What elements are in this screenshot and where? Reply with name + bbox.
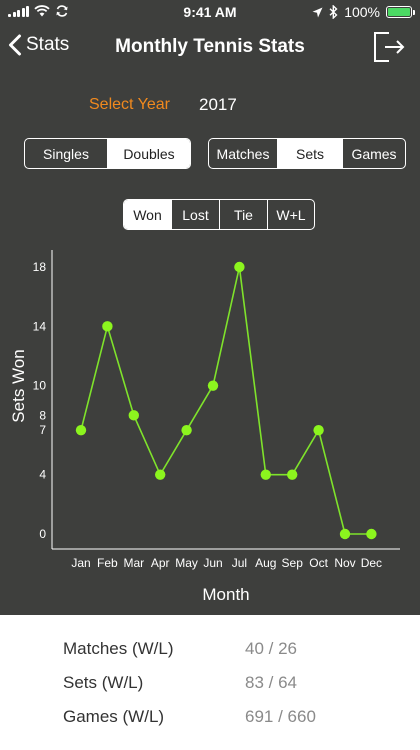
data-point [234, 261, 245, 273]
y-tick-label: 7 [39, 423, 46, 437]
summary-panel: Matches (W/L) 40 / 26 Sets (W/L) 83 / 64… [0, 615, 420, 750]
location-arrow-icon [312, 7, 323, 17]
segment-matches[interactable]: Matches [216, 145, 270, 162]
back-button-label: Stats [26, 34, 70, 55]
summary-row-sets: Sets (W/L) 83 / 64 [0, 673, 420, 703]
y-tick-label: 14 [33, 319, 47, 333]
x-tick-label: Jan [71, 556, 90, 570]
export-icon [374, 32, 405, 62]
data-point [260, 469, 271, 480]
segment-tie[interactable]: Tie [219, 200, 267, 229]
summary-value: 83 / 64 [245, 673, 297, 692]
y-tick-label: 4 [39, 468, 46, 482]
year-value[interactable]: 2017 [199, 95, 237, 114]
x-tick-label: Feb [97, 556, 118, 570]
series-line [80, 266, 372, 535]
x-tick-label: Apr [151, 556, 170, 570]
y-axis-label: Sets Won [9, 349, 28, 422]
summary-value: 691 / 660 [245, 707, 316, 726]
signal-icon [8, 5, 29, 17]
data-point [102, 321, 113, 332]
data-point [313, 424, 324, 436]
segment-win-plus-loss[interactable]: W+L [267, 200, 314, 229]
chevron-left-icon [9, 34, 21, 56]
data-point [181, 424, 192, 436]
summary-label: Games (W/L) [63, 707, 165, 726]
wifi-icon [34, 5, 50, 17]
nav-bar: Stats Monthly Tennis Stats [0, 24, 420, 72]
y-tick-label: 18 [33, 260, 47, 274]
x-tick-label: Nov [334, 556, 355, 570]
status-left [8, 4, 69, 18]
summary-value: 40 / 26 [245, 639, 297, 658]
y-tick-label: 10 [33, 379, 47, 393]
segment-sets[interactable]: Sets [277, 139, 342, 168]
summary-row-matches: Matches (W/L) 40 / 26 [0, 639, 420, 669]
summary-label: Sets (W/L) [63, 673, 144, 692]
summary-label: Matches (W/L) [63, 639, 174, 658]
y-tick-label: 0 [39, 527, 46, 541]
segment-singles[interactable]: Singles [43, 145, 89, 162]
data-point [75, 424, 87, 436]
export-button[interactable] [372, 30, 406, 64]
bluetooth-icon [329, 5, 338, 19]
segment-won[interactable]: Won [124, 200, 171, 229]
data-point [128, 410, 139, 421]
status-right: 100% [312, 4, 415, 20]
data-point [366, 528, 377, 540]
x-tick-label: Jun [203, 556, 222, 570]
segment-games[interactable]: Games [342, 139, 405, 168]
data-point [339, 528, 351, 540]
select-year-button[interactable]: Select Year [89, 96, 170, 113]
battery-percent: 100% [344, 4, 380, 20]
stat-unit-segment: Matches Sets Games [208, 138, 406, 169]
result-segment: Won Lost Tie W+L [123, 199, 315, 230]
x-tick-label: Mar [123, 556, 144, 570]
data-point [155, 469, 166, 480]
data-point [207, 380, 219, 391]
x-tick-label: Dec [361, 556, 382, 570]
status-time: 9:41 AM [183, 4, 237, 20]
battery-icon [386, 6, 415, 18]
x-axis-label: Month [202, 585, 249, 604]
segment-doubles[interactable]: Doubles [107, 139, 190, 168]
x-tick-label: Jul [232, 556, 247, 570]
back-button[interactable]: Stats [8, 34, 69, 56]
year-selector: Select Year 2017 [0, 92, 420, 118]
status-bar: 9:41 AM 100% [0, 0, 420, 24]
x-tick-label: Sep [282, 556, 304, 570]
y-tick-label: 8 [39, 408, 46, 422]
battery-fill [388, 8, 410, 16]
summary-row-games: Games (W/L) 691 / 660 [0, 707, 420, 737]
sync-icon [56, 5, 68, 17]
sets-won-line-chart: 0 4 78 10 14 18 Jan Feb Mar Apr May Jun Jul Aug Sep Oc… [9, 250, 400, 604]
x-tick-label: Aug [255, 556, 276, 570]
segment-lost[interactable]: Lost [171, 200, 219, 229]
x-tick-label: May [175, 556, 198, 570]
x-tick-label: Oct [309, 556, 328, 570]
data-point [287, 469, 298, 480]
match-type-segment: Singles Doubles [24, 138, 191, 169]
